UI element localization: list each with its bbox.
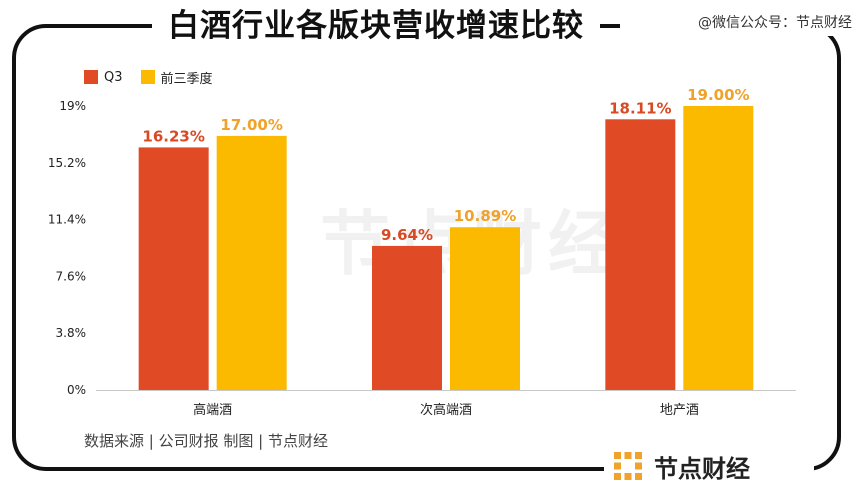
- legend-swatch-first-three-quarters: [140, 70, 155, 84]
- bar-q3: [605, 119, 676, 390]
- brand-name: 节点财经: [654, 454, 750, 483]
- data-label: 9.64%: [381, 226, 433, 244]
- category-label: 次高端酒: [420, 402, 472, 418]
- y-tick-label: 7.6%: [56, 269, 87, 283]
- data-label: 17.00%: [220, 116, 282, 134]
- wechat-account-label: @微信公众号：节点财经: [620, 10, 852, 36]
- title-background: [152, 4, 600, 48]
- y-tick-label: 0%: [67, 383, 86, 397]
- data-label: 10.89%: [454, 207, 516, 225]
- legend-item-q3: Q3: [84, 70, 123, 85]
- data-label: 19.00%: [687, 86, 749, 104]
- data-label: 16.23%: [142, 127, 204, 145]
- y-tick-label: 11.4%: [48, 213, 86, 227]
- legend-label-first-three-quarters: 前三季度: [160, 71, 213, 87]
- bar-first-three-quarters: [683, 106, 754, 390]
- brand-logo-icon: [614, 452, 642, 480]
- bar-first-three-quarters: [216, 135, 287, 390]
- y-tick-label: 3.8%: [56, 326, 87, 340]
- legend-item-first-three-quarters: 前三季度: [140, 68, 213, 87]
- legend-swatch-q3: [84, 70, 98, 84]
- y-tick-label: 15.2%: [48, 156, 86, 170]
- y-tick-label: 19%: [59, 99, 86, 113]
- chart-title: 白酒行业各版块营收增速比较: [168, 8, 584, 44]
- legend: Q3 前三季度: [84, 67, 231, 87]
- data-label: 18.11%: [609, 99, 671, 117]
- brand-badge: 节点财经: [604, 446, 814, 486]
- category-label: 地产酒: [660, 403, 699, 418]
- category-label: 高端酒: [193, 402, 232, 418]
- bar-q3: [372, 245, 442, 390]
- bar-q3: [138, 147, 209, 390]
- data-source-note: 数据来源 | 公司财报 制图 | 节点财经: [84, 432, 328, 450]
- legend-label-q3: Q3: [104, 69, 123, 85]
- bar-first-three-quarters: [450, 227, 520, 390]
